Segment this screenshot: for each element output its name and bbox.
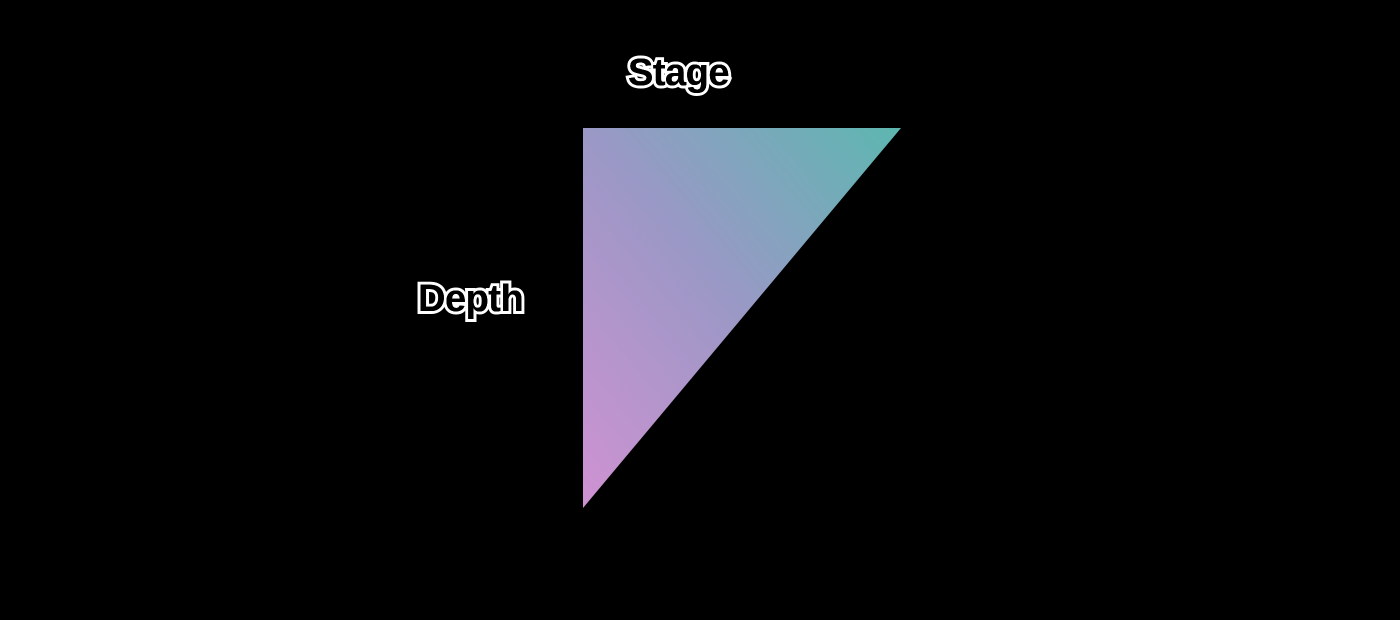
- gradient-triangle: [583, 128, 901, 508]
- label-depth: DepthDepth: [418, 278, 523, 321]
- triangle-svg: [583, 128, 901, 508]
- diagram-canvas: StageStage DepthDepth: [0, 0, 1400, 620]
- label-stage: StageStage: [628, 52, 729, 95]
- triangle-shape: [583, 128, 901, 508]
